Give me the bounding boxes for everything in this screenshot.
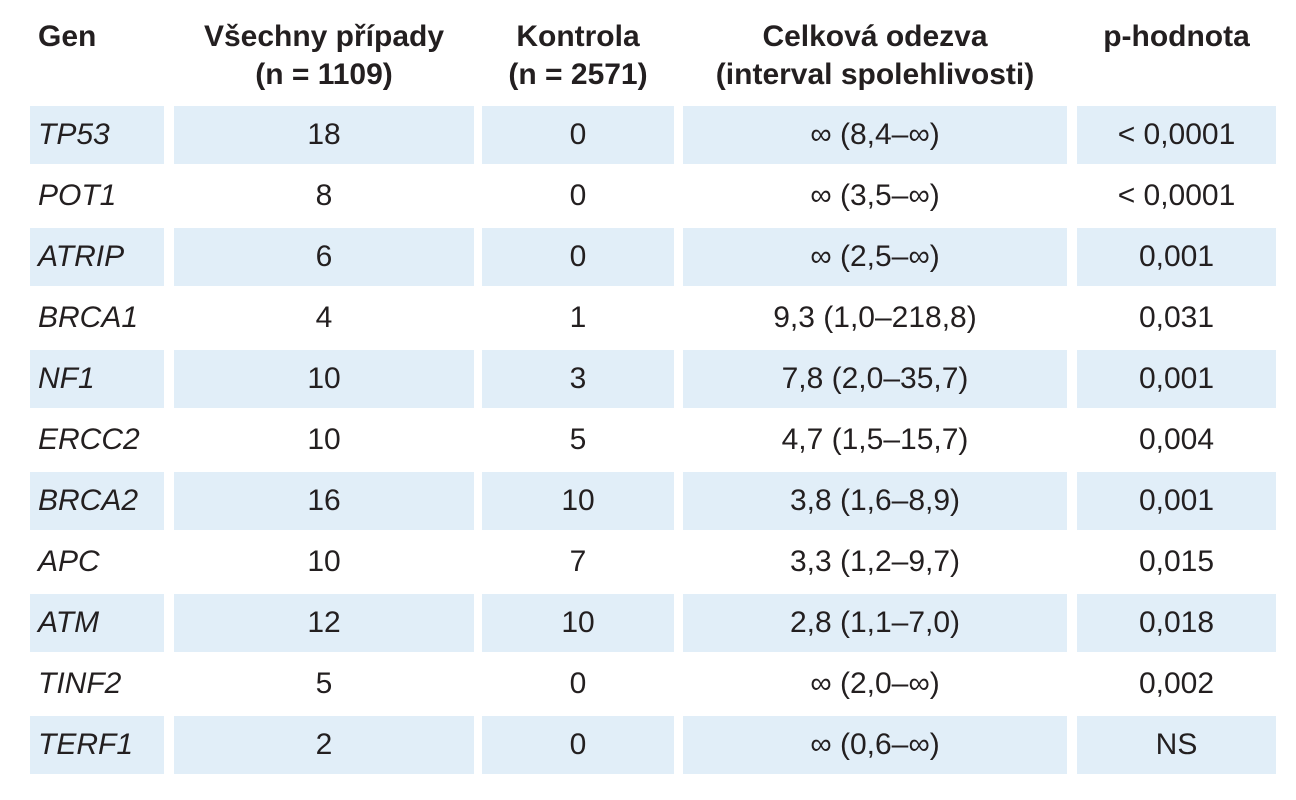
- header-gene: Gen: [38, 18, 168, 56]
- header-control-n: (n = 2571): [508, 58, 648, 91]
- gene-cell: POT1: [38, 179, 117, 212]
- table-row: POT1 8 0 ∞ (3,5–∞) < 0,0001: [30, 167, 1276, 225]
- header-confidence-interval: (interval spolehlivosti): [715, 58, 1035, 91]
- gene-cell: TERF1: [30, 716, 164, 774]
- gene-cell: TINF2: [38, 667, 122, 700]
- table-row: BRCA1 4 1 9,3 (1,0–218,8) 0,031: [30, 289, 1276, 347]
- overall-response-cell: ∞ (3,5–∞): [810, 179, 940, 212]
- control-cell: 0: [482, 716, 674, 774]
- header-p-value-label: p-hodnota: [1103, 20, 1250, 53]
- p-value-cell: 0,015: [1138, 545, 1215, 578]
- table-row: APC 10 7 3,3 (1,2–9,7) 0,015: [30, 533, 1276, 591]
- table-row: ATRIP 6 0 ∞ (2,5–∞) 0,001: [30, 228, 1276, 286]
- all-cases-cell: 18: [174, 106, 474, 164]
- control-cell: 10: [482, 594, 674, 652]
- header-p-value: p-hodnota: [1077, 18, 1276, 56]
- control-cell: 3: [482, 350, 674, 408]
- all-cases-cell: 5: [315, 667, 333, 700]
- control-cell: 7: [569, 545, 587, 578]
- gene-cell: ATRIP: [30, 228, 164, 286]
- p-value-cell: 0,002: [1138, 667, 1215, 700]
- control-cell: 0: [569, 667, 587, 700]
- table-body: TP53 18 0 ∞ (8,4–∞) < 0,0001 POT1 8 0 ∞ (3,5–∞) <…: [30, 106, 1276, 774]
- all-cases-cell: 10: [174, 350, 474, 408]
- p-value-cell: < 0,0001: [1117, 179, 1236, 212]
- all-cases-cell: 2: [174, 716, 474, 774]
- control-cell: 0: [482, 106, 674, 164]
- overall-response-cell: 9,3 (1,0–218,8): [773, 301, 977, 334]
- overall-response-cell: ∞ (2,5–∞): [683, 228, 1067, 286]
- header-control: Kontrola (n = 2571): [482, 18, 674, 94]
- all-cases-cell: 16: [174, 472, 474, 530]
- control-cell: 0: [482, 228, 674, 286]
- gene-cell: ERCC2: [38, 423, 140, 456]
- all-cases-cell: 10: [307, 545, 341, 578]
- header-control-label: Kontrola: [516, 20, 640, 53]
- p-value-cell: 0,004: [1138, 423, 1215, 456]
- header-all-cases: Všechny případy (n = 1109): [174, 18, 474, 94]
- table-header: Gen Všechny případy (n = 1109) Kontrola …: [30, 14, 1276, 106]
- gene-cell: BRCA1: [38, 301, 139, 334]
- gene-table: Gen Všechny případy (n = 1109) Kontrola …: [30, 14, 1276, 777]
- control-cell: 10: [482, 472, 674, 530]
- gene-cell: BRCA2: [30, 472, 164, 530]
- all-cases-cell: 12: [174, 594, 474, 652]
- overall-response-cell: 3,3 (1,2–9,7): [789, 545, 961, 578]
- control-cell: 1: [569, 301, 587, 334]
- p-value-cell: 0,001: [1077, 228, 1276, 286]
- header-gene-label: Gen: [38, 20, 97, 53]
- overall-response-cell: 3,8 (1,6–8,9): [683, 472, 1067, 530]
- p-value-cell: 0,018: [1077, 594, 1276, 652]
- p-value-cell: 0,001: [1077, 350, 1276, 408]
- overall-response-cell: 7,8 (2,0–35,7): [683, 350, 1067, 408]
- header-all-cases-n: (n = 1109): [255, 58, 393, 91]
- gene-cell: APC: [38, 545, 100, 578]
- gene-cell: TP53: [30, 106, 164, 164]
- table-row: TERF1 2 0 ∞ (0,6–∞) NS: [30, 716, 1276, 774]
- header-all-cases-label: Všechny případy: [203, 20, 445, 53]
- p-value-cell: 0,031: [1138, 301, 1215, 334]
- table-row: TP53 18 0 ∞ (8,4–∞) < 0,0001: [30, 106, 1276, 164]
- p-value-cell: < 0,0001: [1077, 106, 1276, 164]
- table-row: TINF2 5 0 ∞ (2,0–∞) 0,002: [30, 655, 1276, 713]
- all-cases-cell: 4: [315, 301, 333, 334]
- control-cell: 0: [569, 179, 587, 212]
- overall-response-cell: ∞ (8,4–∞): [683, 106, 1067, 164]
- gene-cell: ATM: [30, 594, 164, 652]
- header-overall-response: Celková odezva (interval spolehlivosti): [683, 18, 1067, 94]
- all-cases-cell: 10: [307, 423, 341, 456]
- overall-response-cell: 2,8 (1,1–7,0): [683, 594, 1067, 652]
- table-row: ATM 12 10 2,8 (1,1–7,0) 0,018: [30, 594, 1276, 652]
- p-value-cell: 0,001: [1077, 472, 1276, 530]
- table-row: BRCA2 16 10 3,8 (1,6–8,9) 0,001: [30, 472, 1276, 530]
- overall-response-cell: 4,7 (1,5–15,7): [781, 423, 969, 456]
- header-overall-response-label: Celková odezva: [762, 20, 988, 53]
- table-row: ERCC2 10 5 4,7 (1,5–15,7) 0,004: [30, 411, 1276, 469]
- gene-cell: NF1: [30, 350, 164, 408]
- all-cases-cell: 8: [315, 179, 333, 212]
- overall-response-cell: ∞ (2,0–∞): [810, 667, 940, 700]
- control-cell: 5: [569, 423, 587, 456]
- p-value-cell: NS: [1077, 716, 1276, 774]
- overall-response-cell: ∞ (0,6–∞): [683, 716, 1067, 774]
- table-row: NF1 10 3 7,8 (2,0–35,7) 0,001: [30, 350, 1276, 408]
- all-cases-cell: 6: [174, 228, 474, 286]
